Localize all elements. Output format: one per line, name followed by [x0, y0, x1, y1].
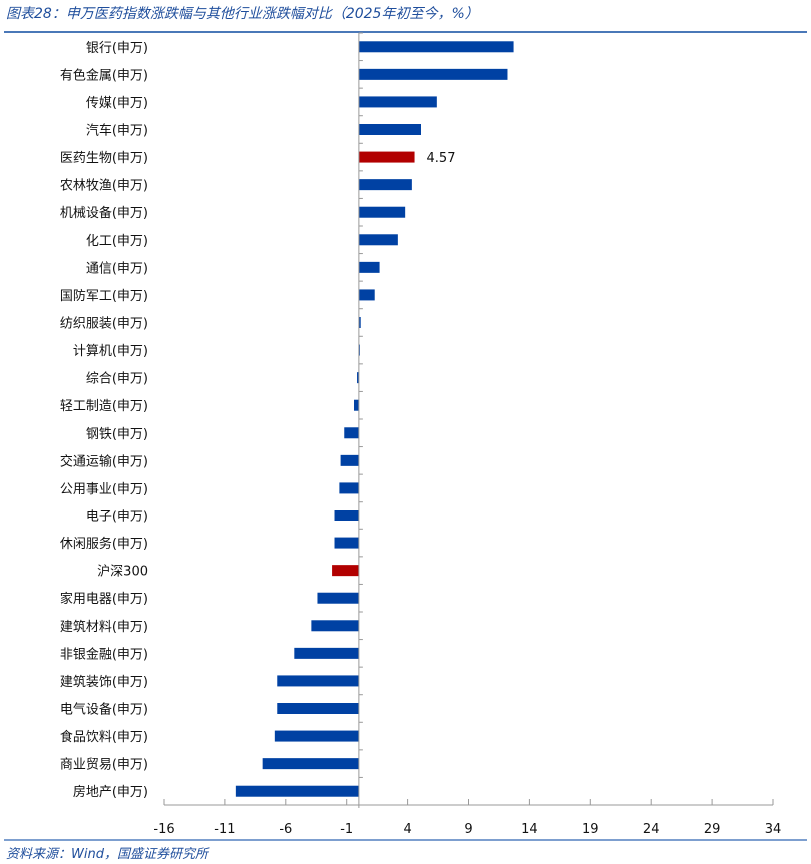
category-label: 医药生物(申万) [60, 151, 148, 166]
bar [344, 427, 359, 439]
category-label: 房地产(申万) [73, 784, 148, 800]
x-tick-label: -1 [340, 822, 353, 837]
category-label: 交通运输(申万) [60, 453, 148, 469]
bar [277, 675, 359, 687]
category-label: 银行(申万) [86, 41, 148, 56]
bar [358, 179, 412, 191]
x-tick-label: -16 [153, 822, 174, 837]
bar [358, 289, 375, 301]
bar [274, 730, 359, 742]
bar [358, 206, 406, 218]
bar [332, 565, 359, 577]
bar [358, 317, 361, 328]
category-label: 国防军工(申万) [60, 288, 148, 304]
category-label: 农林牧渔(申万) [60, 179, 148, 194]
x-tick-label: 24 [643, 822, 660, 837]
category-label: 综合(申万) [86, 372, 148, 387]
category-label: 传媒(申万) [86, 96, 148, 111]
category-label: 化工(申万) [86, 234, 148, 249]
bar [294, 647, 359, 659]
bottom-divider [4, 839, 807, 841]
bar [354, 399, 359, 411]
category-label: 休闲服务(申万) [60, 536, 148, 552]
bar [339, 482, 359, 494]
x-tick-label: 19 [582, 822, 599, 837]
x-tick-label: 34 [765, 822, 782, 837]
category-label: 纺织服装(申万) [60, 317, 148, 332]
bar [358, 96, 437, 108]
category-label: 非银金融(申万) [60, 646, 148, 662]
bar [311, 620, 359, 632]
category-label: 食品饮料(申万) [60, 729, 148, 745]
bar [262, 758, 359, 770]
category-label: 电子(申万) [86, 510, 148, 525]
category-label: 通信(申万) [86, 261, 148, 276]
bar [334, 510, 359, 521]
category-label: 机械设备(申万) [60, 205, 148, 221]
bar [235, 785, 359, 797]
category-label: 商业贸易(申万) [60, 758, 148, 773]
category-label: 轻工制造(申万) [60, 399, 148, 414]
data-label: 4.57 [427, 151, 456, 166]
x-tick-label: -6 [279, 822, 292, 837]
bar [358, 151, 415, 163]
x-tick-label: 29 [704, 822, 721, 837]
category-label: 沪深300 [97, 564, 148, 580]
bar [317, 592, 359, 604]
category-label: 建筑材料(申万) [60, 619, 148, 635]
category-label: 建筑装饰(申万) [60, 674, 148, 690]
category-label: 有色金属(申万) [60, 67, 148, 83]
category-label: 电气设备(申万) [60, 702, 148, 718]
source-note: 资料来源：Wind，国盛证券研究所 [6, 847, 208, 862]
bar [358, 124, 421, 135]
category-label: 钢铁(申万) [86, 427, 148, 442]
bar [358, 234, 398, 246]
x-tick-label: 9 [464, 822, 472, 837]
x-tick-label: 14 [521, 822, 538, 837]
x-tick-label: -11 [214, 822, 235, 837]
bar [277, 703, 359, 714]
bar [340, 454, 359, 466]
bar [334, 537, 359, 549]
category-label: 家用电器(申万) [60, 591, 148, 607]
category-label: 计算机(申万) [73, 344, 148, 359]
bar [358, 68, 508, 80]
bar [357, 372, 359, 384]
chart-title: 图表28：申万医药指数涨跌幅与其他行业涨跌幅对比（2025年初至今，%） [6, 6, 479, 22]
category-label: 公用事业(申万) [60, 482, 148, 497]
bar [358, 41, 514, 53]
bar [358, 261, 380, 273]
x-tick-label: 4 [403, 822, 411, 837]
category-label: 汽车(申万) [86, 123, 148, 139]
top-divider [4, 31, 807, 33]
